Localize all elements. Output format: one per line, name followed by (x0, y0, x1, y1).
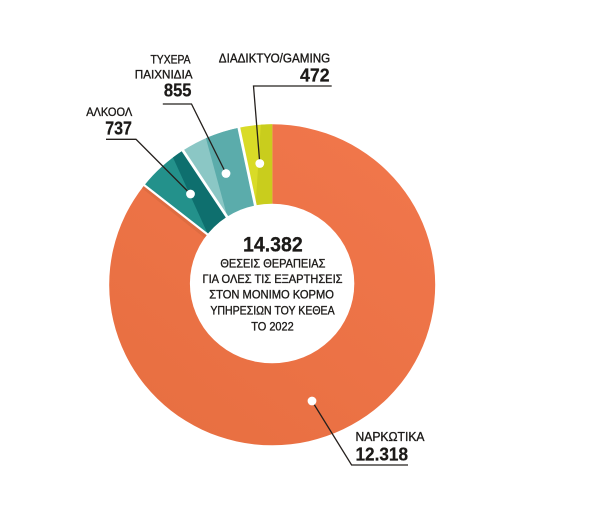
svg-text:855: 855 (164, 80, 192, 101)
svg-text:ΠΑΙΧΝΙΔΙΑ: ΠΑΙΧΝΙΔΙΑ (135, 67, 194, 81)
svg-text:737: 737 (105, 117, 132, 138)
svg-text:ΘΕΣΕΙΣ ΘΕΡΑΠΕΙΑΣ: ΘΕΣΕΙΣ ΘΕΡΑΠΕΙΑΣ (220, 256, 325, 270)
svg-text:12.318: 12.318 (356, 444, 409, 465)
svg-text:ΓΙΑ ΟΛΕΣ ΤΙΣ ΕΞΑΡΤΗΣΕΙΣ: ΓΙΑ ΟΛΕΣ ΤΙΣ ΕΞΑΡΤΗΣΕΙΣ (203, 272, 343, 286)
svg-text:ΑΛΚΟΟΛ: ΑΛΚΟΟΛ (86, 105, 133, 119)
svg-text:ΔΙΑΔΙΚΤΥΟ/GAMING: ΔΙΑΔΙΚΤΥΟ/GAMING (219, 52, 330, 66)
svg-text:ΤΥΧΕΡΑ: ΤΥΧΕΡΑ (151, 53, 192, 67)
svg-text:ΤΟ 2022: ΤΟ 2022 (251, 320, 294, 334)
svg-text:14.382: 14.382 (243, 234, 303, 257)
svg-text:ΝΑΡΚΩΤΙΚΑ: ΝΑΡΚΩΤΙΚΑ (356, 429, 425, 444)
svg-text:ΣΤΟΝ ΜΟΝΙΜΟ ΚΟΡΜΟ: ΣΤΟΝ ΜΟΝΙΜΟ ΚΟΡΜΟ (209, 288, 334, 302)
svg-text:ΥΠΗΡΕΣΙΩΝ ΤΟΥ ΚΕΘΕΑ: ΥΠΗΡΕΣΙΩΝ ΤΟΥ ΚΕΘΕΑ (210, 303, 335, 317)
svg-text:472: 472 (300, 64, 330, 85)
